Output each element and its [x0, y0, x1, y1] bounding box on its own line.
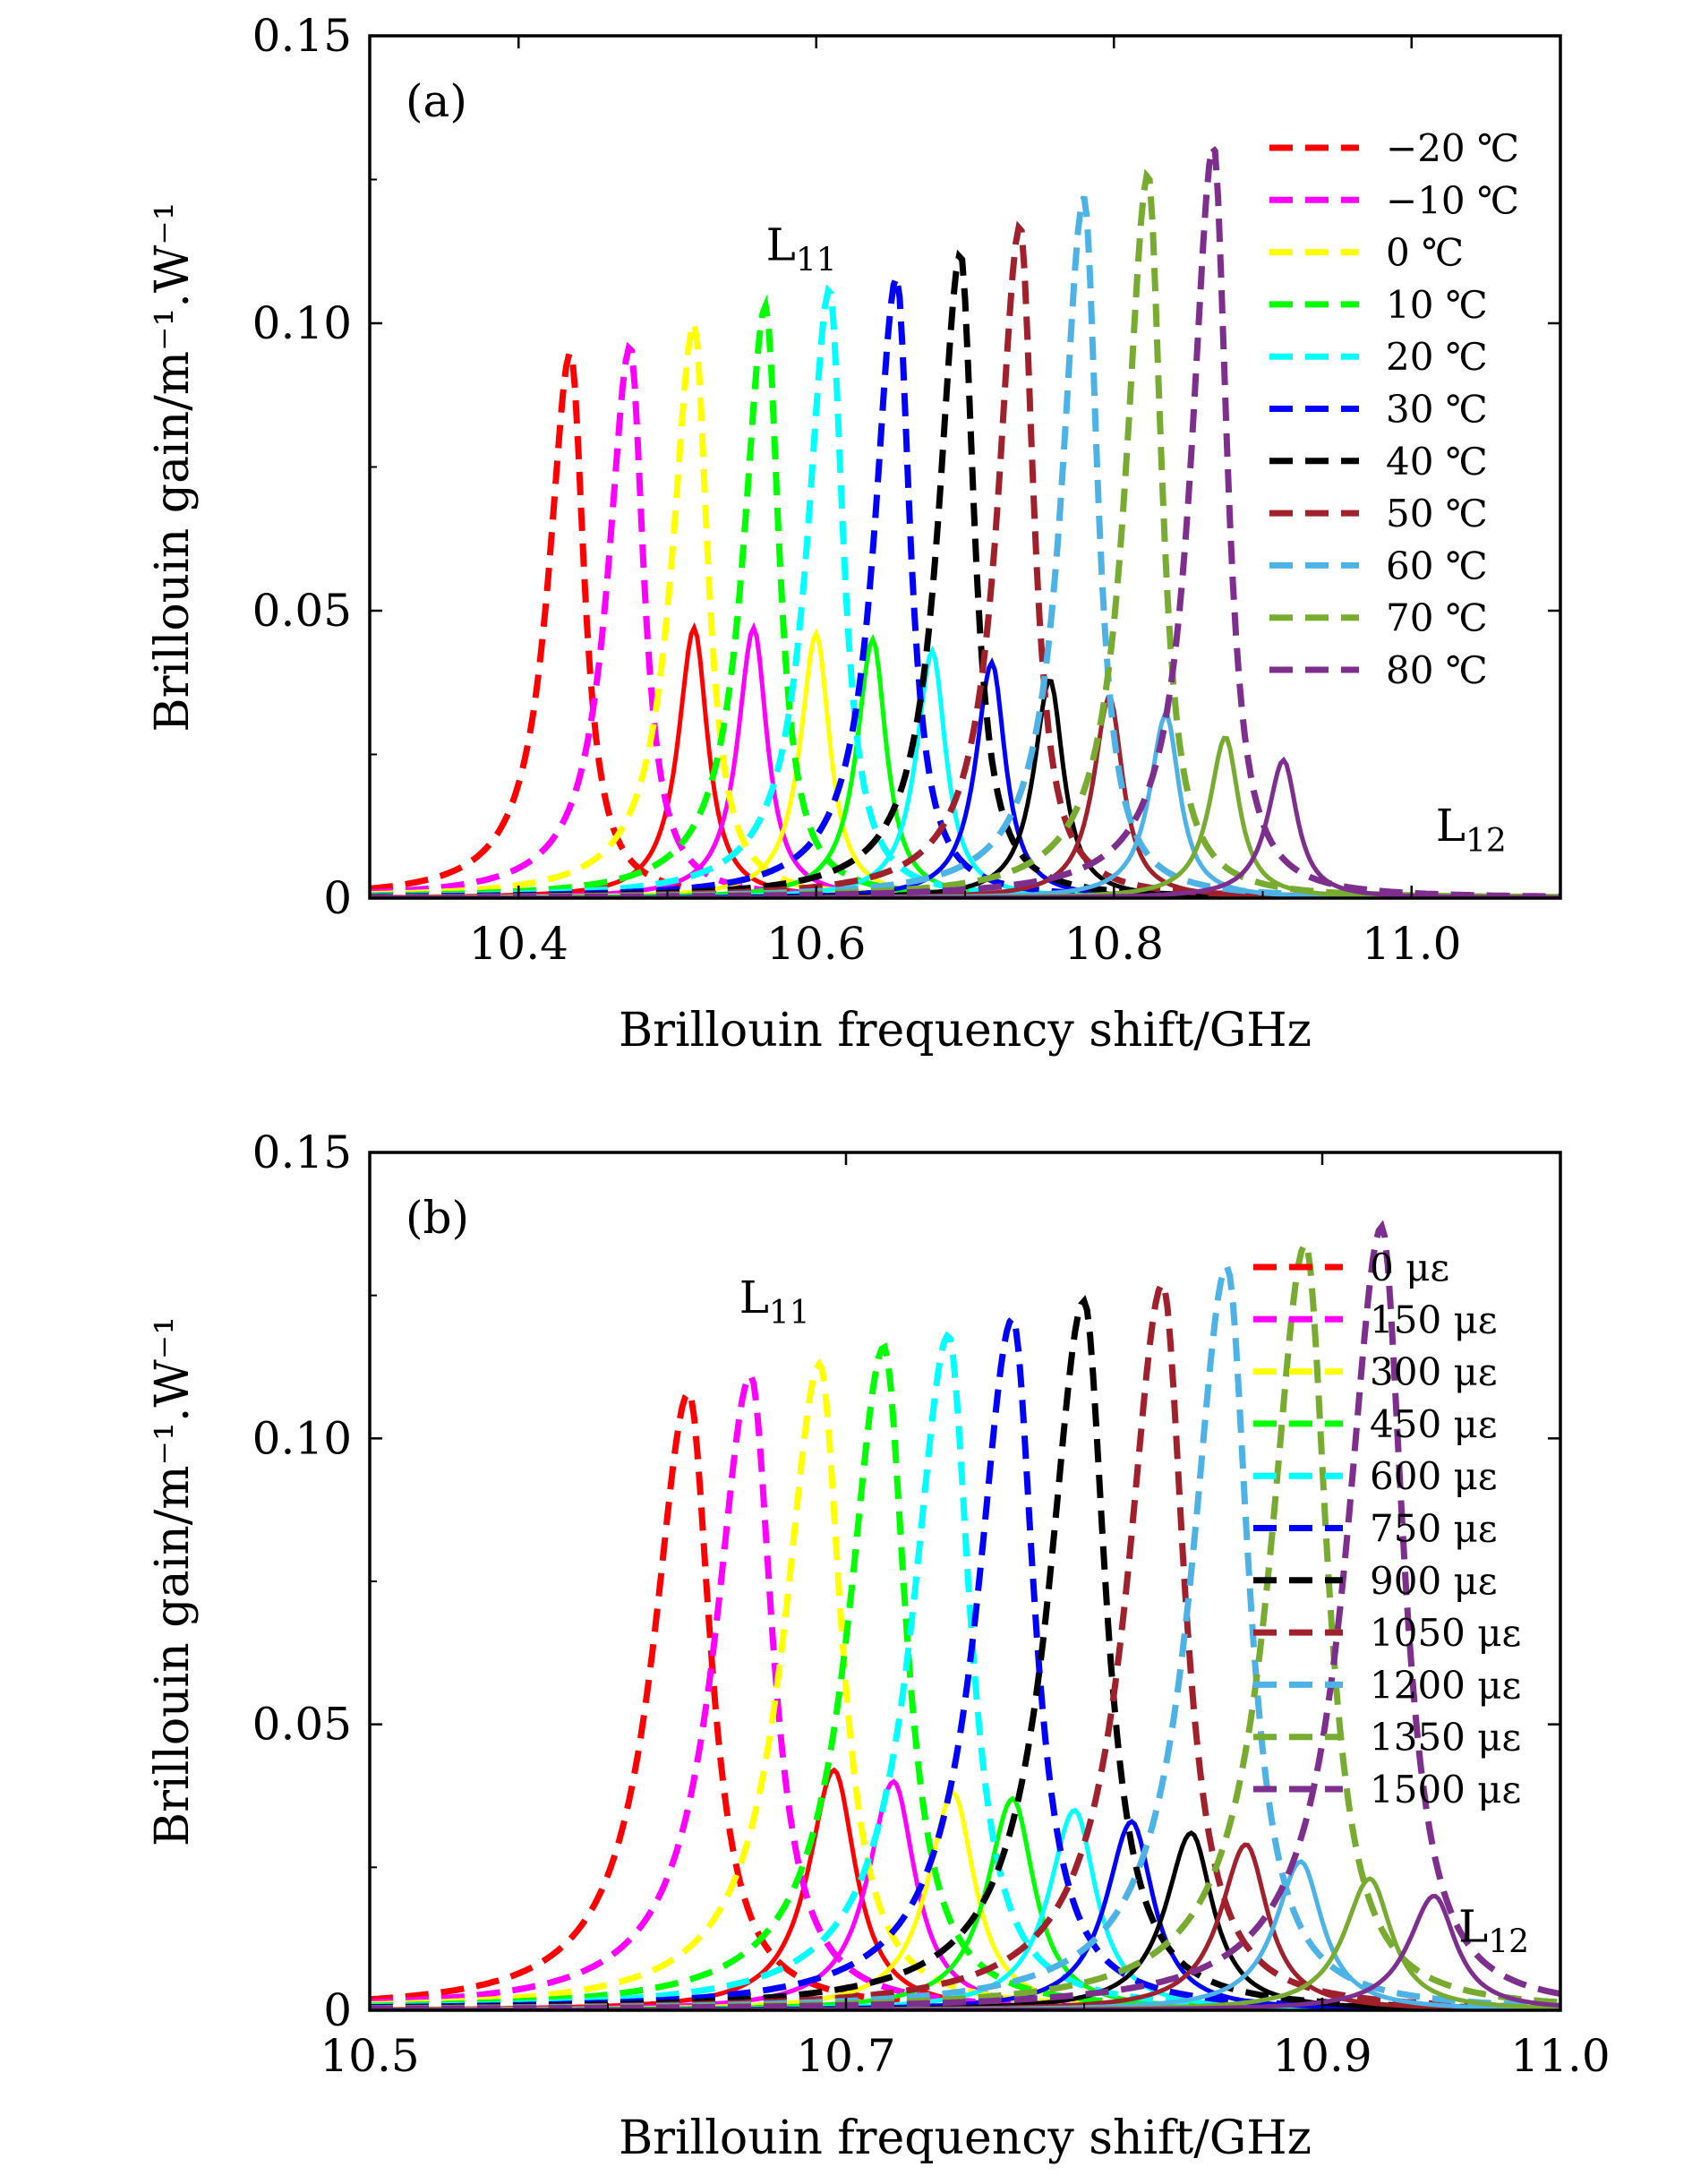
- legend-entry: 1350 με: [1370, 1716, 1521, 1760]
- legend-entry: 0 με: [1370, 1246, 1449, 1289]
- y-tick-label: 0.10: [252, 1412, 352, 1464]
- legend-entry: 80 ℃: [1386, 648, 1488, 692]
- legend: 0 με 150 με 300 με 450 με 600 με 750 με 900 με…: [1253, 1246, 1521, 1811]
- panel-label: (b): [406, 1192, 469, 1244]
- annotation-L12: L12: [1436, 800, 1507, 860]
- legend-entry: 50 ℃: [1386, 492, 1488, 535]
- x-tick-label: 10.9: [1272, 2030, 1372, 2082]
- series-dashed-1: [370, 341, 1560, 898]
- legend-entry: 750 με: [1370, 1507, 1498, 1551]
- legend-entry: 450 με: [1370, 1402, 1498, 1446]
- legend-entry: 1050 με: [1370, 1611, 1521, 1655]
- y-tick-label: 0.05: [252, 585, 352, 637]
- x-tick-label: 10.5: [320, 2030, 419, 2082]
- panel-label: (a): [406, 75, 467, 127]
- annotation-L11: L11: [739, 1272, 810, 1332]
- x-tick-label: 10.7: [796, 2030, 895, 2082]
- legend-entry: −10 ℃: [1386, 178, 1519, 222]
- legend-entry: 70 ℃: [1386, 596, 1488, 640]
- legend-entry: 30 ℃: [1386, 388, 1488, 432]
- y-tick-label: 0.15: [252, 1126, 352, 1178]
- series-solid-8: [370, 713, 1560, 898]
- annotation-L12: L12: [1458, 1900, 1529, 1960]
- x-axis-label: Brillouin frequency shift/GHz: [619, 1004, 1312, 1058]
- x-tick-label: 11.0: [1510, 2030, 1610, 2082]
- y-tick-label: 0: [323, 872, 352, 924]
- plot-area: [370, 140, 1560, 898]
- y-tick-label: 0.10: [252, 297, 352, 349]
- y-tick-label: 0.05: [252, 1699, 352, 1751]
- legend-entry: 150 με: [1370, 1298, 1498, 1341]
- x-tick-label: 11.0: [1362, 918, 1461, 970]
- legend-entry: 60 ℃: [1386, 544, 1488, 587]
- annotation-L11: L11: [766, 218, 837, 278]
- legend: −20 ℃ −10 ℃ 0 ℃ 10 ℃ 20 ℃ 30 ℃ 40 ℃ 50 ℃ 60 ℃ 70 …: [1269, 126, 1519, 692]
- x-tick-label: 10.8: [1064, 918, 1164, 970]
- x-tick-label: 10.6: [766, 918, 866, 970]
- series-dashed-9: [370, 168, 1560, 898]
- legend-entry: 1200 με: [1370, 1663, 1521, 1707]
- legend-entry: 300 με: [1370, 1350, 1498, 1394]
- chart-panel-b: 10.5 10.7 10.9 11.0 0 0.05 0.10 0.15 Brillouin f…: [146, 1126, 1611, 2165]
- legend-entry: 20 ℃: [1386, 335, 1488, 379]
- legend-entry: 10 ℃: [1386, 283, 1488, 327]
- series-dashed-4: [370, 284, 1560, 898]
- y-axis-label: Brillouin gain/m⁻¹.W⁻¹: [146, 1316, 200, 1846]
- chart-panel-a: 10.4 10.6 10.8 11.0 0 0.05 0.10 0.15 Brillouin f…: [146, 10, 1562, 1058]
- legend-entry: 600 με: [1370, 1454, 1498, 1498]
- legend-entry: 0 ℃: [1386, 231, 1464, 275]
- x-axis-label: Brillouin frequency shift/GHz: [619, 2111, 1312, 2165]
- x-tick-label: 10.4: [469, 918, 568, 970]
- y-axis-label: Brillouin gain/m⁻¹.W⁻¹: [146, 201, 200, 732]
- legend-entry: −20 ℃: [1386, 126, 1519, 170]
- y-tick-label: 0: [323, 1984, 352, 2036]
- legend-entry: 40 ℃: [1386, 440, 1488, 484]
- legend-entry: 1500 με: [1370, 1768, 1521, 1811]
- y-tick-label: 0.15: [252, 10, 352, 62]
- legend-entry: 900 με: [1370, 1559, 1498, 1603]
